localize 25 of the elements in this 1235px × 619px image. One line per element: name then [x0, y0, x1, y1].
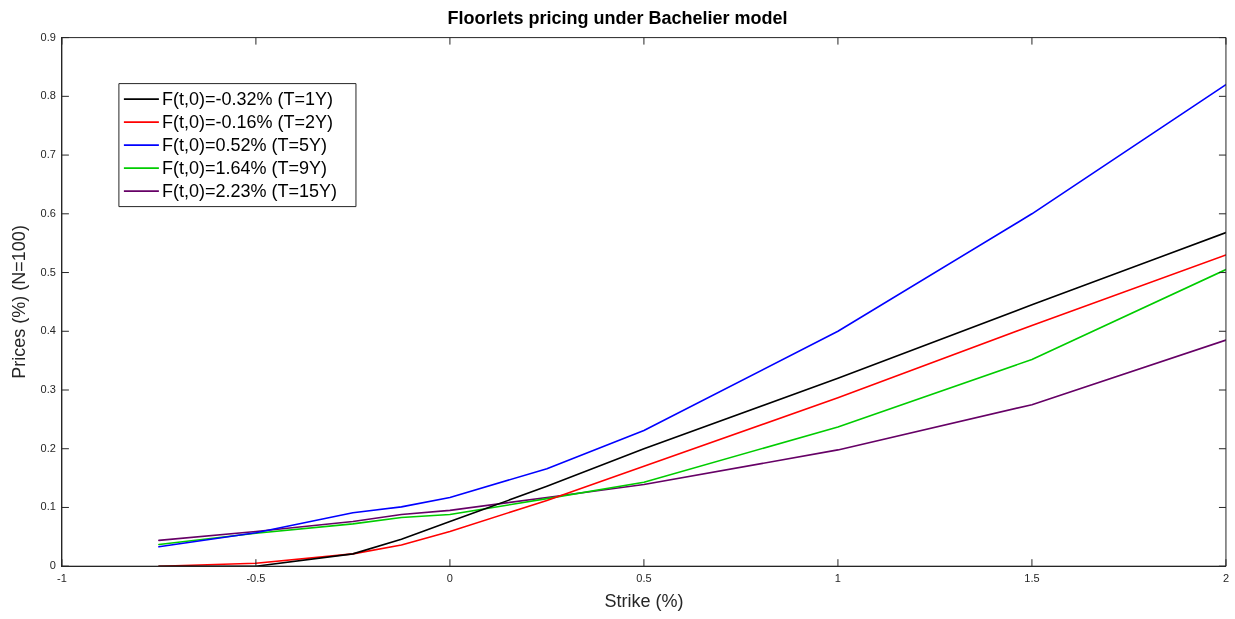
y-tick-label: 0.6 [40, 206, 56, 219]
x-tick-label: 0 [446, 571, 453, 584]
y-tick-label: 0.2 [40, 441, 56, 454]
y-tick-label: 0.4 [40, 324, 56, 337]
legend-label: F(t,0)=1.64% (T=9Y) [161, 158, 327, 179]
x-tick-label: 1.5 [1024, 571, 1040, 584]
x-tick-label: 1 [834, 571, 841, 584]
chart-title: Floorlets pricing under Bachelier model [447, 7, 788, 28]
y-tick-label: 0.5 [40, 265, 56, 278]
x-tick-label: 2 [1222, 571, 1229, 584]
y-tick-label: 0 [49, 559, 56, 572]
y-tick-label: 0.9 [40, 30, 56, 43]
y-tick-label: 0.8 [40, 89, 56, 102]
legend-label: F(t,0)=-0.16% (T=2Y) [161, 112, 333, 133]
legend-label: F(t,0)=2.23% (T=15Y) [161, 181, 337, 202]
legend-label: F(t,0)=-0.32% (T=1Y) [161, 89, 333, 110]
y-tick-label: 0.1 [40, 500, 56, 513]
x-axis-title: Strike (%) [604, 591, 684, 612]
x-tick-label: -0.5 [246, 571, 266, 584]
y-tick-label: 0.7 [40, 148, 56, 161]
y-tick-label: 0.3 [40, 383, 56, 396]
legend-label: F(t,0)=0.52% (T=5Y) [161, 135, 327, 156]
x-tick-label: -1 [57, 571, 67, 584]
x-tick-label: 0.5 [636, 571, 652, 584]
y-axis-title: Prices (%) (N=100) [8, 225, 29, 379]
